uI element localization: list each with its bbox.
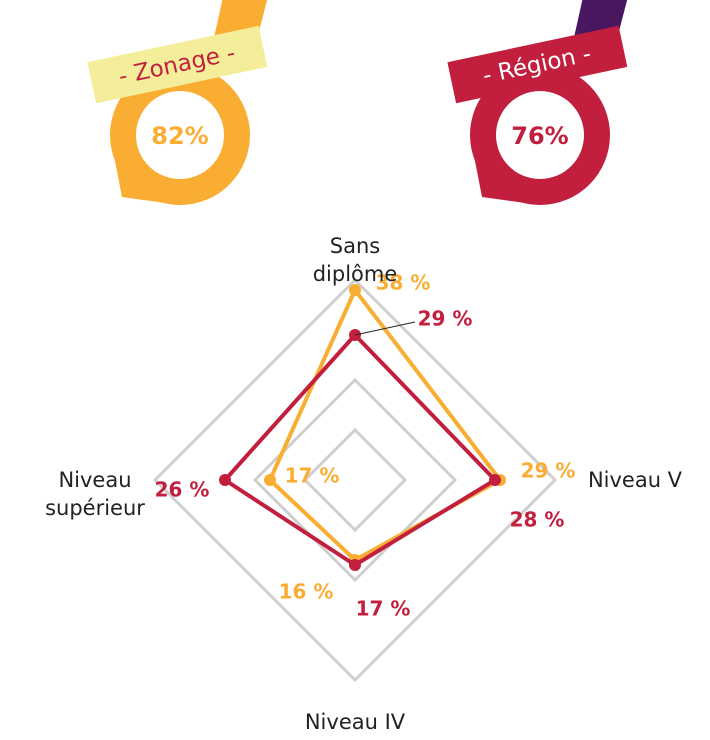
- data-label: 26 %: [155, 478, 210, 502]
- badge-tail: [470, 135, 540, 205]
- badge-hole: [496, 91, 584, 179]
- data-label: 38 %: [376, 271, 431, 295]
- badge-tail: [110, 135, 180, 205]
- grid-ring: [252, 377, 458, 583]
- data-point: [219, 474, 231, 486]
- data-label: 29 %: [521, 459, 576, 483]
- ribbon-band: [447, 25, 628, 104]
- data-point: [264, 474, 276, 486]
- data-point: [349, 284, 361, 296]
- ribbon-fold: [214, 0, 268, 36]
- badge-hole: [136, 91, 224, 179]
- leader-line: [354, 321, 416, 336]
- ribbon-fold: [574, 0, 628, 36]
- data-label: 16 %: [279, 580, 334, 604]
- data-point: [349, 559, 361, 571]
- grid-ring: [152, 277, 558, 683]
- category-label: Niveau IV: [304, 710, 406, 734]
- data-label: 17 %: [356, 597, 411, 621]
- badge: 76%- Région -: [447, 0, 628, 205]
- badge: 82%- Zonage -: [87, 0, 268, 205]
- category-label: Niveau supérieur: [45, 468, 145, 520]
- category-label: Sans diplôme: [312, 234, 398, 286]
- data-point: [489, 474, 501, 486]
- data-label: 17 %: [285, 464, 340, 488]
- ribbon-band: [87, 25, 268, 104]
- badge-value: 82%: [151, 122, 208, 150]
- grid-ring: [302, 427, 408, 533]
- badge-value: 76%: [511, 122, 568, 150]
- data-label: 29 %: [418, 307, 473, 331]
- data-label: 28 %: [510, 508, 565, 532]
- category-label: Niveau V: [587, 468, 683, 492]
